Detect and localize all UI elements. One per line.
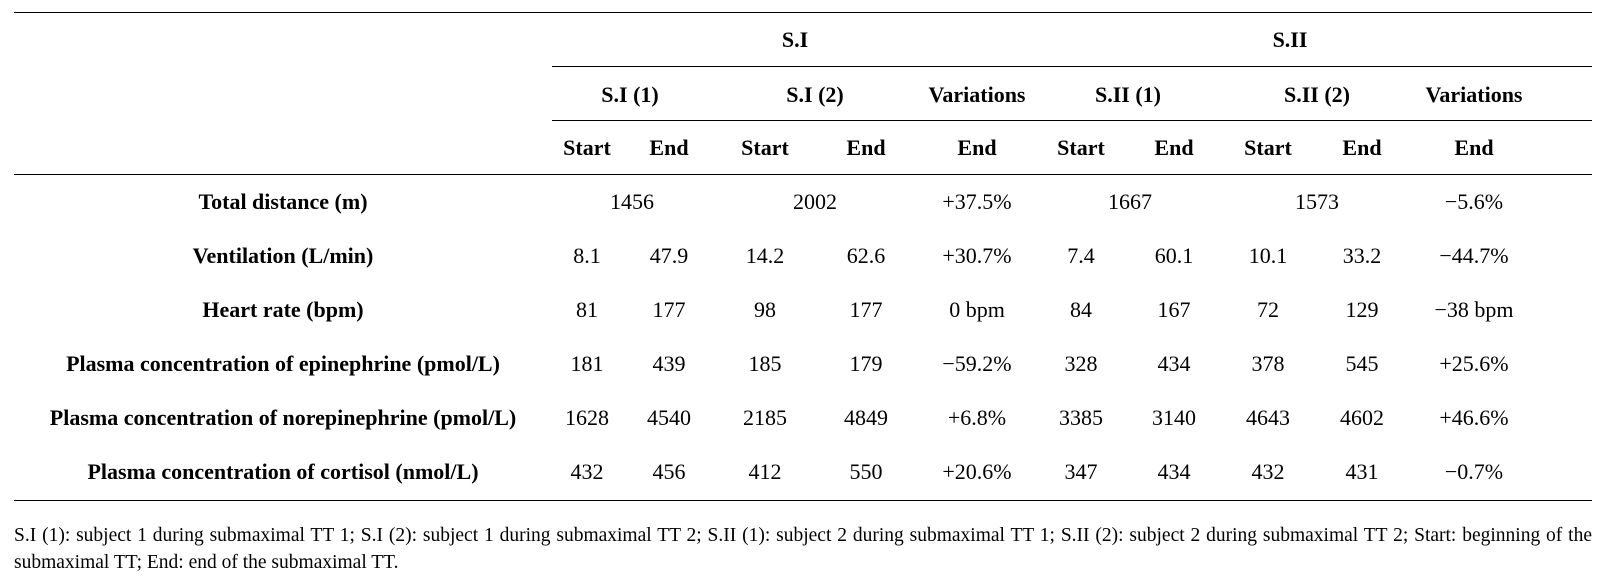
table-bottom-rule bbox=[14, 500, 1592, 501]
table-cell: 412 bbox=[748, 459, 782, 484]
table-cell: 81 bbox=[576, 297, 598, 322]
subgroup-header-s1-1: S.I (1) bbox=[601, 82, 659, 107]
table-cell: 33.2 bbox=[1342, 243, 1382, 268]
table-cell: 378 bbox=[1251, 351, 1285, 376]
subgroup-header-s2-2: S.II (2) bbox=[1283, 82, 1351, 107]
table-cell: 129 bbox=[1345, 297, 1379, 322]
table-cell: 2002 bbox=[793, 189, 837, 214]
table-cell: 185 bbox=[748, 351, 782, 376]
table-cell: 14.2 bbox=[745, 243, 785, 268]
table-cell: 456 bbox=[652, 459, 686, 484]
column-header: Start bbox=[1057, 135, 1105, 160]
column-header: End bbox=[1454, 135, 1494, 160]
table-footnote: S.I (1): subject 1 during submaximal TT … bbox=[14, 525, 1592, 573]
table-cell: 47.9 bbox=[649, 243, 689, 268]
table-cell: 550 bbox=[849, 459, 883, 484]
table-cell: 4643 bbox=[1246, 405, 1290, 430]
table-cell: 8.1 bbox=[573, 243, 601, 268]
group-header-s2: S.II bbox=[1272, 27, 1308, 52]
table-cell: +25.6% bbox=[1439, 351, 1509, 376]
table-cell: 0 bpm bbox=[949, 297, 1005, 322]
table-cell: 431 bbox=[1345, 459, 1379, 484]
table-cell: 98 bbox=[754, 297, 776, 322]
table-cell: 84 bbox=[1070, 297, 1092, 322]
table-cell: 62.6 bbox=[846, 243, 886, 268]
table-cell: +37.5% bbox=[942, 189, 1012, 214]
table-cell: +6.8% bbox=[947, 405, 1007, 430]
table-cell: 181 bbox=[570, 351, 604, 376]
table-cell: 72 bbox=[1257, 297, 1279, 322]
table-cell: 179 bbox=[849, 351, 883, 376]
table-cell: 434 bbox=[1157, 351, 1191, 376]
table-cell: 4540 bbox=[647, 405, 691, 430]
table-cell: 3385 bbox=[1059, 405, 1103, 430]
table-cell: −0.7% bbox=[1444, 459, 1504, 484]
table-cell: 347 bbox=[1064, 459, 1098, 484]
table-cell: 3140 bbox=[1152, 405, 1196, 430]
table-cell: 4602 bbox=[1340, 405, 1384, 430]
table-cell: −5.6% bbox=[1444, 189, 1504, 214]
table-cell: 432 bbox=[570, 459, 604, 484]
subgroup-header-variations-2: Variations bbox=[1425, 82, 1523, 107]
table-cell: 60.1 bbox=[1154, 243, 1194, 268]
table-cell: 1667 bbox=[1108, 189, 1152, 214]
table-cell: 1628 bbox=[565, 405, 609, 430]
table-cell: −44.7% bbox=[1439, 243, 1509, 268]
table-cell: 4849 bbox=[844, 405, 888, 430]
row-label: Ventilation (L/min) bbox=[192, 243, 374, 268]
column-header: End bbox=[846, 135, 886, 160]
table-cell: 434 bbox=[1157, 459, 1191, 484]
row-label: Heart rate (bpm) bbox=[202, 297, 364, 322]
column-header: End bbox=[649, 135, 689, 160]
table-cell: 432 bbox=[1251, 459, 1285, 484]
row-label: Total distance (m) bbox=[198, 189, 368, 214]
table-cell: +46.6% bbox=[1439, 405, 1509, 430]
group-header-s1: S.I bbox=[781, 27, 809, 52]
subgroup-header-s2-1: S.II (1) bbox=[1094, 82, 1162, 107]
table-cell: 1573 bbox=[1295, 189, 1339, 214]
table-cell: 10.1 bbox=[1248, 243, 1288, 268]
table-cell: +30.7% bbox=[942, 243, 1012, 268]
row-label: Plasma concentration of norepinephrine (… bbox=[49, 405, 517, 430]
table-cell: −38 bpm bbox=[1434, 297, 1514, 322]
table-cell: +20.6% bbox=[942, 459, 1012, 484]
table-cell: 439 bbox=[652, 351, 686, 376]
column-header: Start bbox=[563, 135, 611, 160]
table-cell: −59.2% bbox=[942, 351, 1012, 376]
column-header: Start bbox=[1244, 135, 1292, 160]
table-cell: 328 bbox=[1064, 351, 1098, 376]
subgroup-header-variations-1: Variations bbox=[928, 82, 1026, 107]
column-header: End bbox=[957, 135, 997, 160]
subgroup-header-s1-2: S.I (2) bbox=[786, 82, 844, 107]
column-header: End bbox=[1154, 135, 1194, 160]
column-header: End bbox=[1342, 135, 1382, 160]
table-cell: 2185 bbox=[743, 405, 787, 430]
header-bottom-rule bbox=[14, 174, 1592, 175]
table-cell: 545 bbox=[1345, 351, 1379, 376]
subgroup-rule bbox=[552, 120, 1592, 121]
table-cell: 177 bbox=[652, 297, 686, 322]
table-cell: 7.4 bbox=[1067, 243, 1095, 268]
group-rule bbox=[552, 66, 1592, 67]
table-cell: 1456 bbox=[610, 189, 654, 214]
table-cell: 167 bbox=[1157, 297, 1191, 322]
row-label: Plasma concentration of epinephrine (pmo… bbox=[66, 351, 500, 376]
top-rule bbox=[14, 12, 1592, 13]
column-header: Start bbox=[741, 135, 789, 160]
row-label: Plasma concentration of cortisol (nmol/L… bbox=[87, 459, 479, 484]
table-cell: 177 bbox=[849, 297, 883, 322]
